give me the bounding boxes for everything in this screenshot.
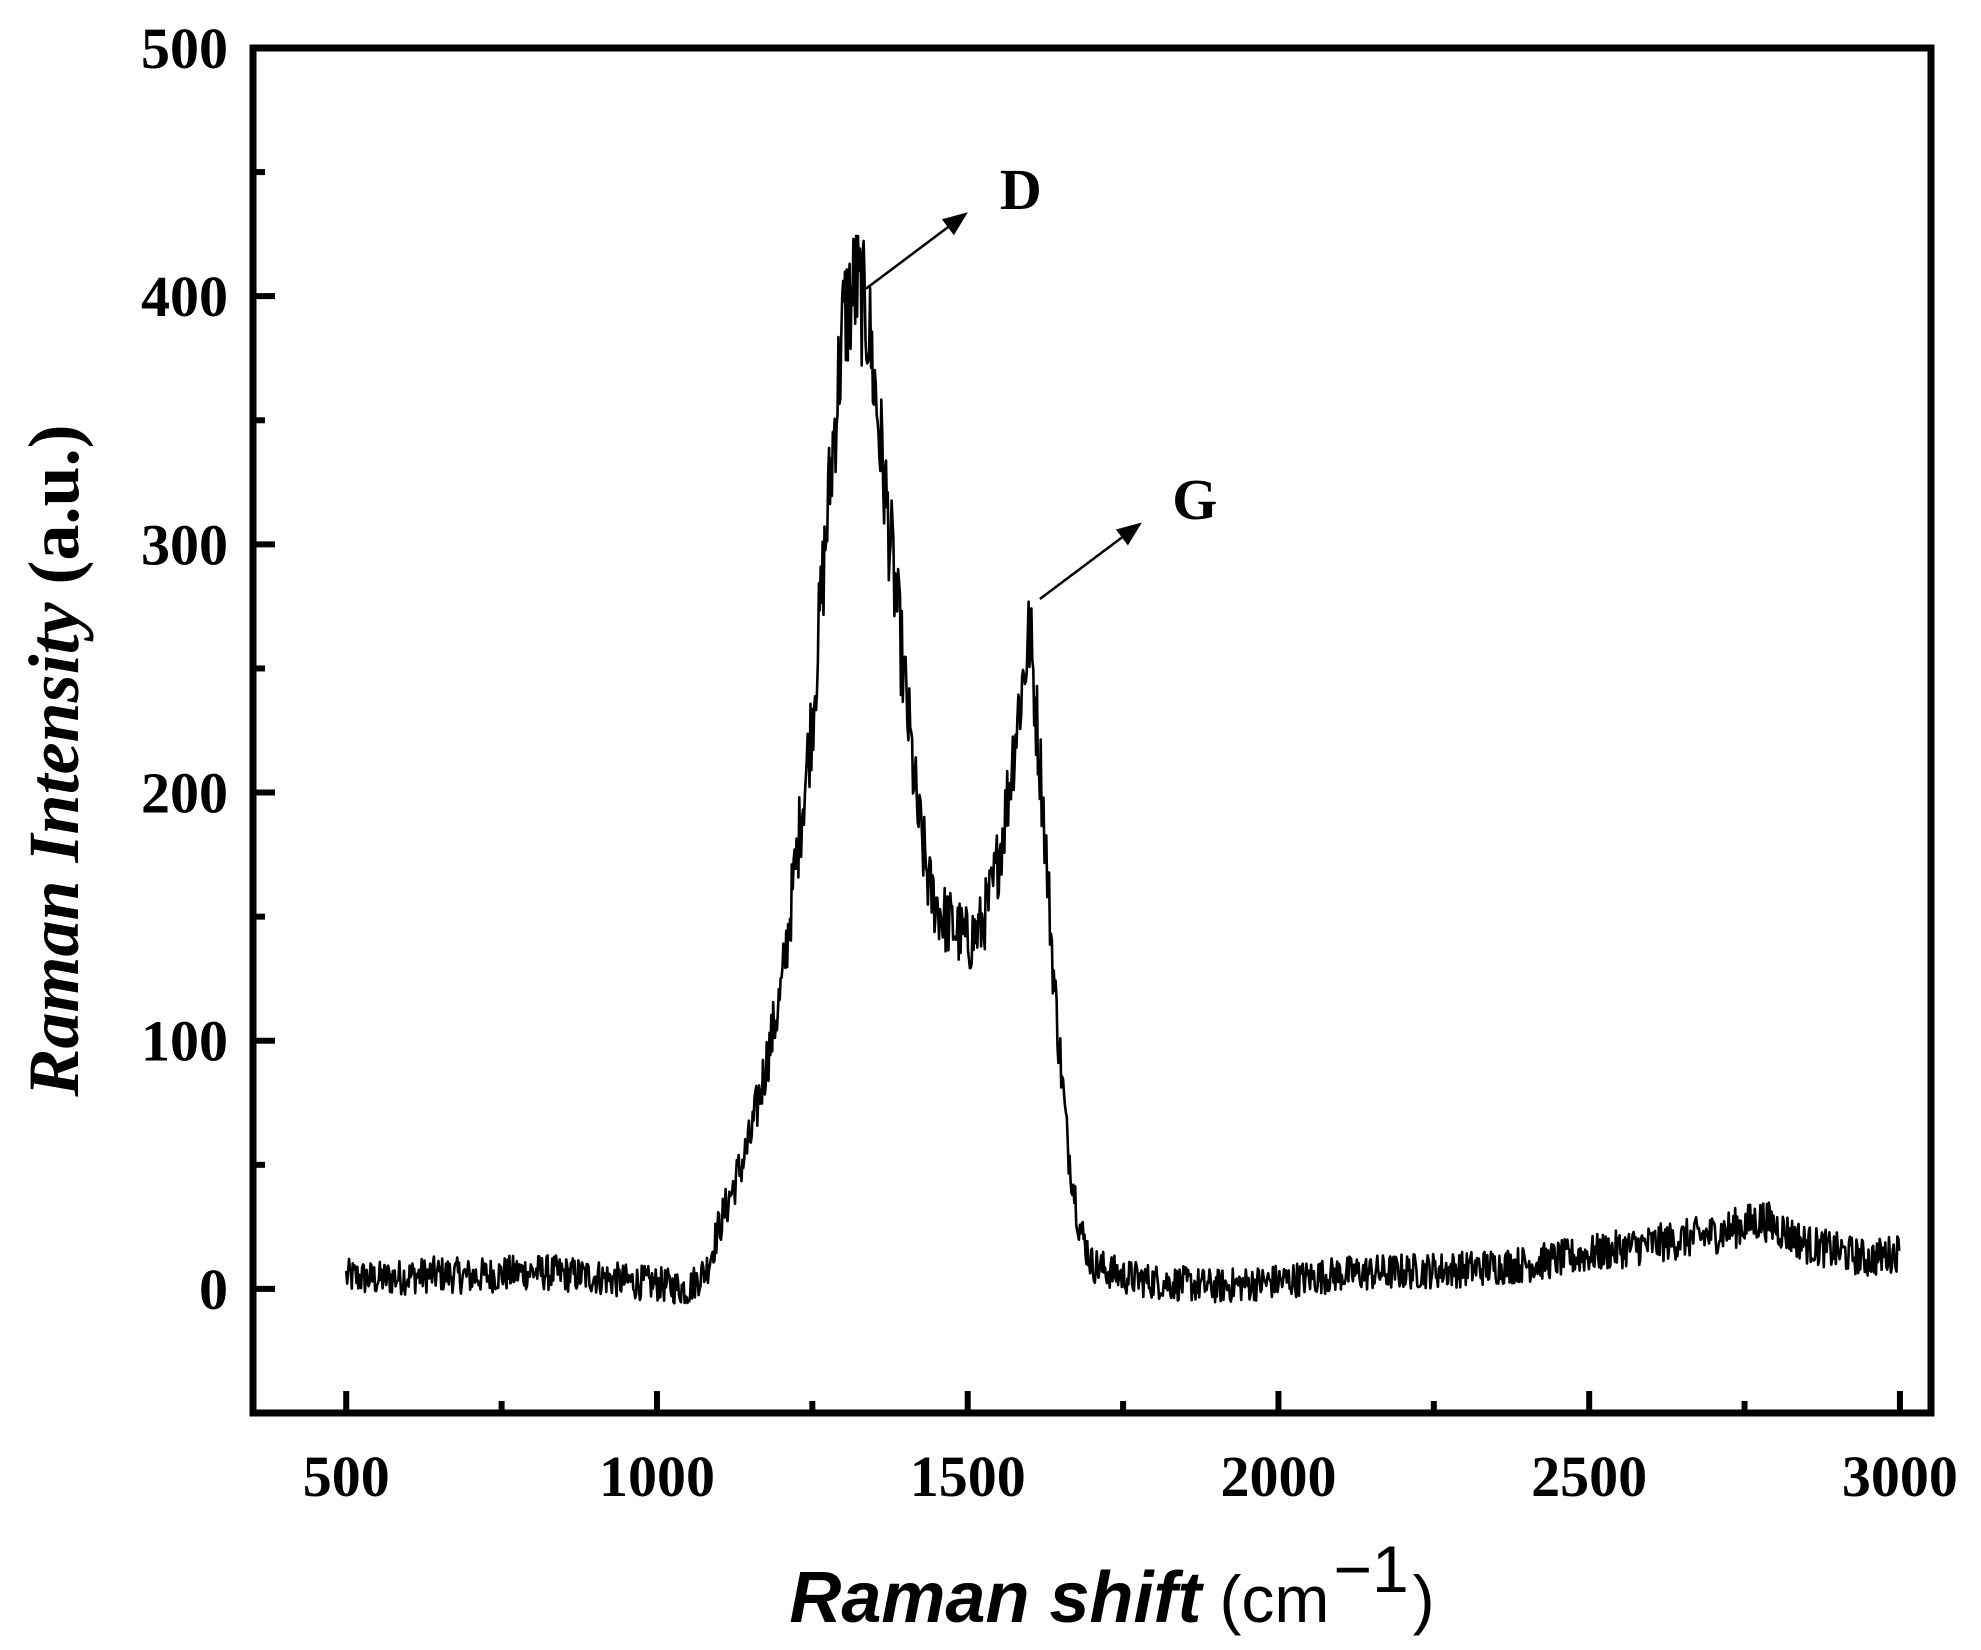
x-axis-label-unit: (cm — [1219, 1562, 1329, 1636]
y-tick-label: 300 — [141, 512, 228, 577]
annotation-layer: DG — [865, 157, 1217, 600]
x-axis-label-superscript: −1 — [1333, 1532, 1408, 1606]
y-tick-label: 0 — [199, 1257, 228, 1322]
x-axis-label-close: ) — [1413, 1562, 1435, 1636]
annotation-arrow — [865, 212, 968, 290]
peak-label: D — [1000, 157, 1042, 222]
x-tick-label: 2500 — [1531, 1444, 1647, 1509]
x-tick-label: 3000 — [1842, 1444, 1958, 1509]
y-tick-label: 100 — [141, 1009, 228, 1074]
annotation-arrow — [1039, 522, 1142, 600]
x-tick-label: 2000 — [1220, 1444, 1336, 1509]
x-tick-label: 500 — [303, 1444, 390, 1509]
raman-spectrum-line — [344, 234, 1901, 1305]
plot-frame-group — [249, 44, 1935, 1417]
plot-frame — [249, 44, 1935, 1417]
x-axis-label-main: Raman shift — [789, 1558, 1204, 1638]
y-tick-label: 200 — [141, 761, 228, 826]
ticks-layer: 500 1000 1500 2000 2500 3000 0 100 200 300 400 500 — [141, 16, 1958, 1509]
y-tick-label: 400 — [141, 264, 228, 329]
y-axis-label-unit: (a.u.) — [14, 424, 94, 584]
y-axis-label: Raman Intensity (a.u.) — [14, 424, 94, 1097]
x-tick-label: 1000 — [599, 1444, 715, 1509]
y-axis-label-main: Raman Intensity — [14, 601, 94, 1097]
peak-label: G — [1172, 467, 1217, 532]
x-axis-label: Raman shift (cm −1 ) — [789, 1532, 1434, 1638]
y-tick-label: 500 — [141, 16, 228, 81]
series-layer — [344, 234, 1901, 1305]
x-tick-label: 1500 — [910, 1444, 1026, 1509]
